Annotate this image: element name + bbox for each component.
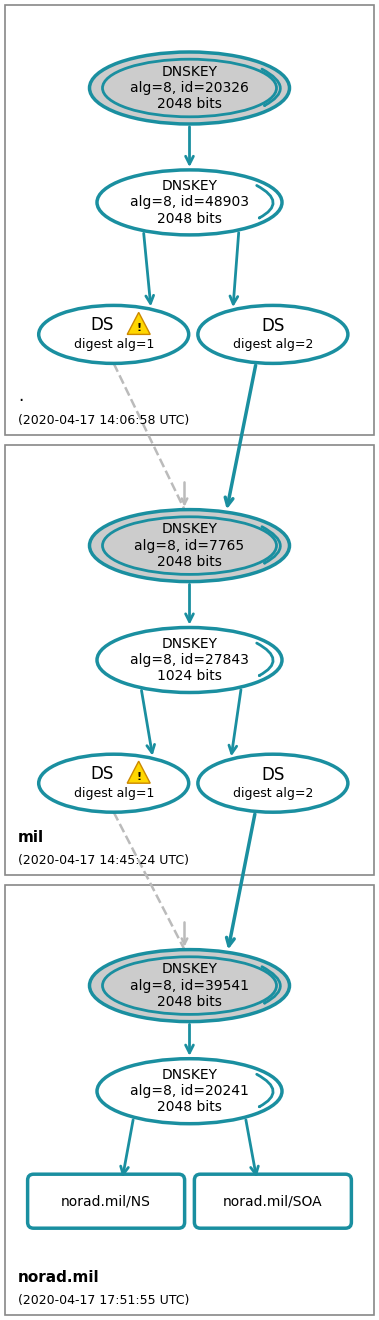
- Polygon shape: [127, 313, 150, 334]
- Text: norad.mil: norad.mil: [18, 1270, 100, 1284]
- Text: DNSKEY
alg=8, id=7765
2048 bits: DNSKEY alg=8, id=7765 2048 bits: [135, 523, 244, 569]
- Text: DNSKEY
alg=8, id=27843
1024 bits: DNSKEY alg=8, id=27843 1024 bits: [130, 636, 249, 684]
- Ellipse shape: [89, 51, 290, 124]
- Ellipse shape: [198, 305, 348, 363]
- Ellipse shape: [198, 754, 348, 812]
- Text: DNSKEY
alg=8, id=48903
2048 bits: DNSKEY alg=8, id=48903 2048 bits: [130, 180, 249, 226]
- Text: digest alg=2: digest alg=2: [233, 338, 313, 351]
- Ellipse shape: [97, 627, 282, 693]
- Text: !: !: [136, 323, 141, 333]
- Ellipse shape: [102, 957, 277, 1014]
- FancyArrowPatch shape: [262, 966, 280, 1003]
- Text: DNSKEY
alg=8, id=39541
2048 bits: DNSKEY alg=8, id=39541 2048 bits: [130, 962, 249, 1008]
- Text: (2020-04-17 14:45:24 UTC): (2020-04-17 14:45:24 UTC): [18, 854, 189, 867]
- FancyArrowPatch shape: [257, 643, 273, 676]
- Text: DNSKEY
alg=8, id=20326
2048 bits: DNSKEY alg=8, id=20326 2048 bits: [130, 65, 249, 111]
- Text: DS: DS: [90, 766, 113, 783]
- FancyBboxPatch shape: [28, 1175, 185, 1228]
- Text: norad.mil/SOA: norad.mil/SOA: [223, 1195, 323, 1208]
- FancyArrowPatch shape: [257, 186, 273, 218]
- Ellipse shape: [102, 517, 277, 574]
- Text: (2020-04-17 14:06:58 UTC): (2020-04-17 14:06:58 UTC): [18, 414, 189, 426]
- Text: DS: DS: [261, 766, 285, 784]
- Text: digest alg=1: digest alg=1: [74, 338, 154, 351]
- Bar: [5, 884, 374, 1315]
- Text: mil: mil: [18, 830, 44, 845]
- Text: DNSKEY
alg=8, id=20241
2048 bits: DNSKEY alg=8, id=20241 2048 bits: [130, 1068, 249, 1114]
- Ellipse shape: [89, 949, 290, 1022]
- Text: norad.mil/NS: norad.mil/NS: [61, 1195, 151, 1208]
- Text: DS: DS: [261, 317, 285, 335]
- FancyArrowPatch shape: [262, 69, 280, 106]
- Ellipse shape: [102, 59, 277, 116]
- Text: !: !: [136, 772, 141, 781]
- Text: DS: DS: [90, 317, 113, 334]
- Text: .: .: [18, 387, 23, 405]
- Text: (2020-04-17 17:51:55 UTC): (2020-04-17 17:51:55 UTC): [18, 1294, 190, 1307]
- Text: digest alg=1: digest alg=1: [74, 787, 154, 800]
- Polygon shape: [127, 762, 150, 783]
- Bar: [5, 5, 374, 436]
- Bar: [5, 445, 374, 875]
- Text: digest alg=2: digest alg=2: [233, 787, 313, 800]
- Ellipse shape: [39, 305, 189, 363]
- Ellipse shape: [89, 510, 290, 582]
- Ellipse shape: [97, 1059, 282, 1123]
- FancyArrowPatch shape: [257, 1074, 273, 1106]
- Ellipse shape: [39, 754, 189, 812]
- Ellipse shape: [97, 170, 282, 235]
- FancyBboxPatch shape: [194, 1175, 351, 1228]
- FancyArrowPatch shape: [262, 527, 280, 564]
